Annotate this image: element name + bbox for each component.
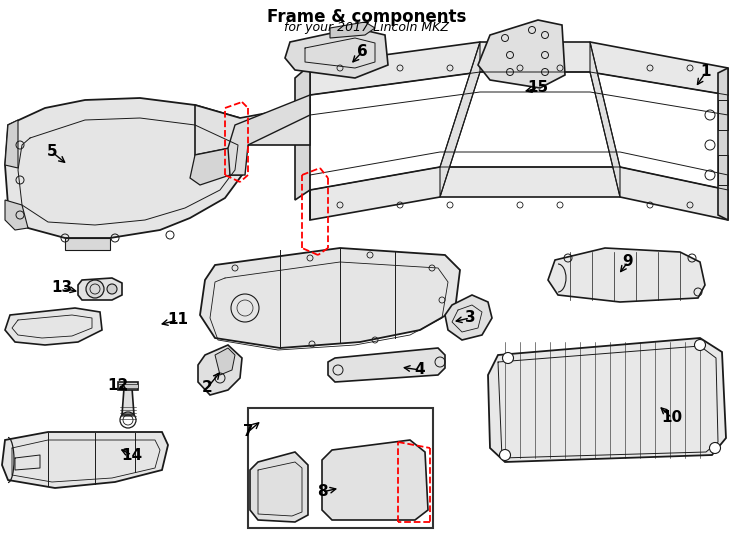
Text: 2: 2 xyxy=(202,381,212,395)
Circle shape xyxy=(694,340,705,350)
Polygon shape xyxy=(5,308,102,345)
Polygon shape xyxy=(328,348,445,382)
Text: 9: 9 xyxy=(622,254,633,269)
Polygon shape xyxy=(250,452,308,522)
Polygon shape xyxy=(5,120,18,168)
Polygon shape xyxy=(718,68,728,220)
Polygon shape xyxy=(190,148,230,185)
Polygon shape xyxy=(215,348,235,375)
Circle shape xyxy=(503,353,514,363)
Text: 3: 3 xyxy=(465,310,476,326)
Polygon shape xyxy=(200,248,460,348)
Polygon shape xyxy=(228,95,310,175)
Text: 1: 1 xyxy=(701,64,711,79)
Text: 11: 11 xyxy=(167,313,189,327)
Polygon shape xyxy=(65,238,110,250)
Text: 14: 14 xyxy=(121,448,142,462)
Polygon shape xyxy=(548,248,705,302)
Text: 6: 6 xyxy=(357,44,368,59)
Polygon shape xyxy=(590,42,620,197)
Text: 10: 10 xyxy=(661,410,683,426)
Text: 15: 15 xyxy=(528,80,548,96)
Polygon shape xyxy=(198,345,242,395)
Text: 5: 5 xyxy=(47,145,57,159)
Polygon shape xyxy=(330,22,375,38)
Text: 4: 4 xyxy=(415,362,425,377)
Polygon shape xyxy=(5,200,28,230)
Text: Frame & components: Frame & components xyxy=(267,8,467,26)
Polygon shape xyxy=(310,42,728,95)
Polygon shape xyxy=(195,105,310,175)
Polygon shape xyxy=(285,28,388,78)
Text: 8: 8 xyxy=(316,484,327,500)
Circle shape xyxy=(500,449,511,461)
Polygon shape xyxy=(488,338,726,462)
Text: for your 2017 Lincoln MKZ: for your 2017 Lincoln MKZ xyxy=(285,21,449,34)
Polygon shape xyxy=(118,384,138,388)
Polygon shape xyxy=(478,20,565,88)
Polygon shape xyxy=(122,388,134,415)
Polygon shape xyxy=(440,42,480,197)
Polygon shape xyxy=(5,98,248,238)
Polygon shape xyxy=(310,167,728,220)
Polygon shape xyxy=(322,440,428,520)
Text: 13: 13 xyxy=(51,280,73,295)
Polygon shape xyxy=(445,295,492,340)
Circle shape xyxy=(86,280,104,298)
Polygon shape xyxy=(78,278,122,300)
Text: 7: 7 xyxy=(243,424,253,440)
Bar xyxy=(248,408,433,528)
Circle shape xyxy=(710,442,721,454)
Polygon shape xyxy=(118,382,138,390)
Text: 12: 12 xyxy=(107,377,128,393)
Polygon shape xyxy=(295,65,310,220)
Circle shape xyxy=(107,284,117,294)
Polygon shape xyxy=(2,432,168,488)
